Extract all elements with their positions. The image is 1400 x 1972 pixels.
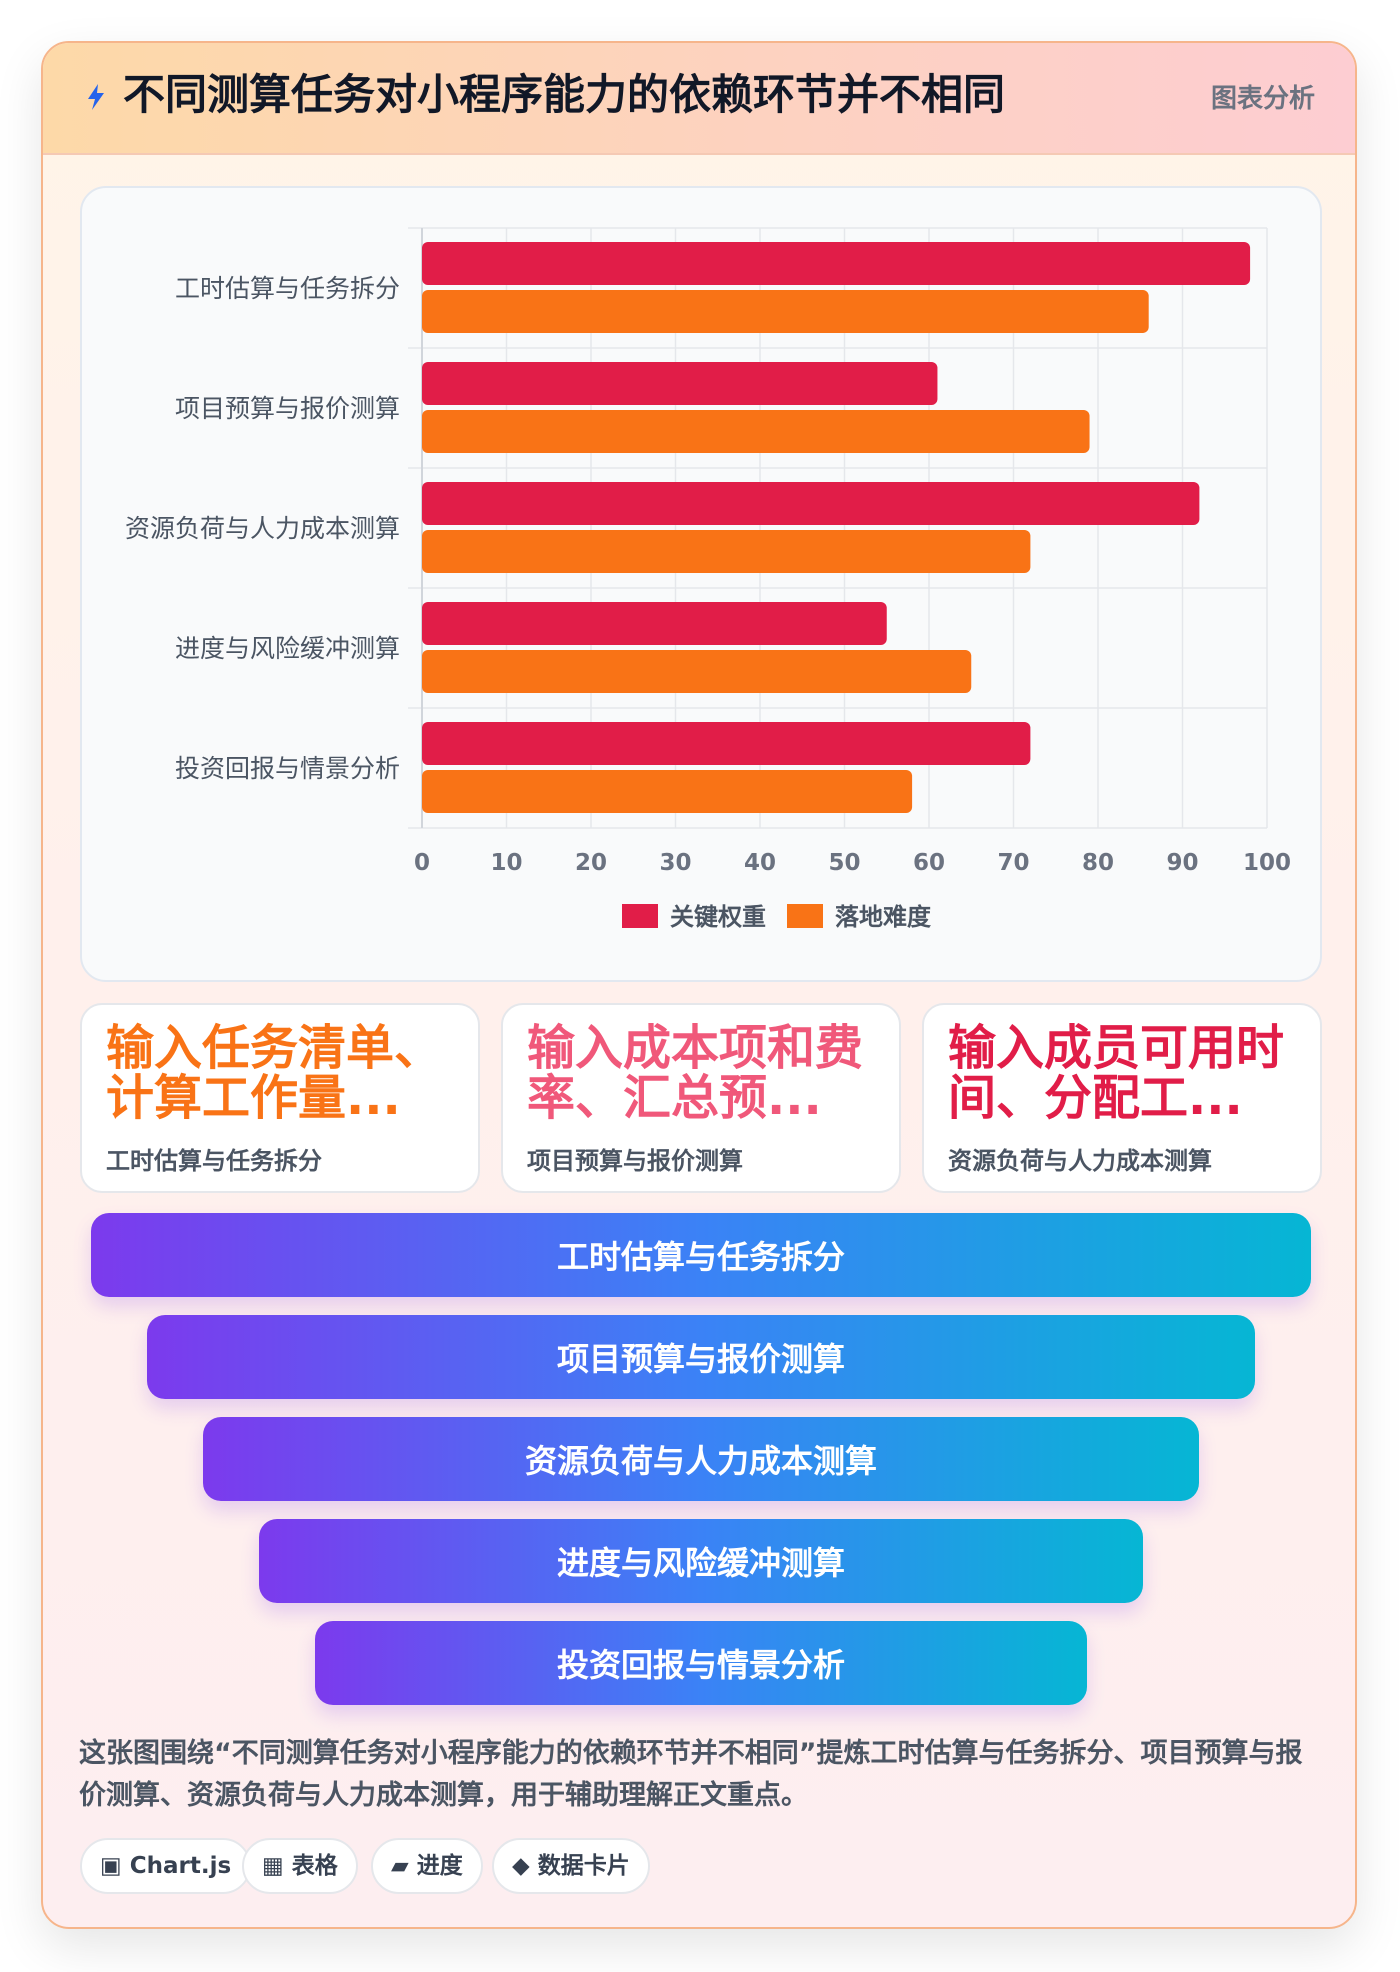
bar-difficulty — [422, 530, 1031, 573]
funnel-label: 进度与风险缓冲测算 — [556, 1544, 845, 1582]
y-category-label: 项目预算与报价测算 — [175, 394, 400, 423]
funnel-label: 投资回报与情景分析 — [556, 1646, 845, 1684]
chip-chartjs[interactable]: ▣ Chart.js — [80, 1838, 252, 1894]
bar-key-weight — [422, 602, 887, 645]
bar-key-weight — [422, 242, 1251, 285]
y-category-label: 工时估算与任务拆分 — [175, 274, 400, 303]
x-tick-label: 0 — [414, 850, 430, 876]
x-tick-label: 10 — [490, 850, 522, 876]
stat-card-3: 输入成员可用时间、分配工... 资源负荷与人力成本测算 — [922, 1003, 1322, 1193]
funnel-label: 项目预算与报价测算 — [556, 1340, 845, 1378]
bar-key-weight — [422, 482, 1200, 525]
chart-tag: 图表分析 — [1210, 84, 1315, 114]
bar-difficulty — [422, 290, 1149, 333]
x-tick-label: 90 — [1166, 850, 1198, 876]
x-tick-label: 100 — [1243, 850, 1291, 876]
legend-swatch — [622, 904, 658, 928]
infographic-card: 不同测算任务对小程序能力的依赖环节并不相同 图表分析 0 10 20 30 40 50 60… — [41, 41, 1357, 1929]
page-title: 不同测算任务对小程序能力的依赖环节并不相同 — [123, 70, 1006, 119]
bar-key-weight — [422, 362, 938, 405]
x-tick-label: 20 — [575, 850, 607, 876]
y-category-label: 资源负荷与人力成本测算 — [125, 514, 400, 543]
x-tick-label: 60 — [913, 850, 945, 876]
legend-label: 关键权重 — [670, 903, 766, 931]
card-header: 不同测算任务对小程序能力的依赖环节并不相同 图表分析 — [43, 43, 1355, 155]
bar-chart: 0 10 20 30 40 50 60 70 80 90 100 工时估算与任务拆分项目预算与报价测算… — [125, 227, 1291, 931]
funnel-bar-4: 进度与风险缓冲测算 — [259, 1519, 1143, 1603]
funnel-bar-5: 投资回报与情景分析 — [315, 1621, 1087, 1705]
x-tick-label: 50 — [828, 850, 860, 876]
legend-label: 落地难度 — [835, 903, 932, 931]
funnel-bar-1: 工时估算与任务拆分 — [91, 1213, 1311, 1297]
x-tick-label: 70 — [997, 850, 1029, 876]
y-category-label: 进度与风险缓冲测算 — [175, 634, 400, 663]
funnel-label: 工时估算与任务拆分 — [556, 1238, 845, 1276]
funnel-label: 资源负荷与人力成本测算 — [524, 1442, 877, 1480]
stat-label: 项目预算与报价测算 — [527, 1147, 743, 1175]
legend-swatch — [787, 904, 823, 928]
stat-label: 工时估算与任务拆分 — [106, 1147, 322, 1175]
stat-value: 输入成本项和费率、汇总预... — [527, 1020, 864, 1126]
bar-difficulty — [422, 650, 972, 693]
chip-table[interactable]: ▦ 表格 — [242, 1838, 358, 1894]
x-tick-label: 40 — [744, 850, 776, 876]
stat-value: 输入任务清单、计算工作量... — [106, 1020, 443, 1126]
x-tick-label: 30 — [659, 850, 691, 876]
lightning-icon — [88, 84, 104, 110]
chip-data-card[interactable]: ◆ 数据卡片 — [492, 1838, 650, 1894]
stat-card-1: 输入任务清单、计算工作量... 工时估算与任务拆分 — [80, 1003, 480, 1193]
description-text: 这张图围绕“不同测算任务对小程序能力的依赖环节并不相同”提炼工时估算与任务拆分、… — [79, 1738, 1303, 1811]
stat-value: 输入成员可用时间、分配工... — [948, 1020, 1285, 1126]
funnel-bar-3: 资源负荷与人力成本测算 — [203, 1417, 1199, 1501]
y-category-label: 投资回报与情景分析 — [175, 754, 400, 783]
funnel-bar-2: 项目预算与报价测算 — [147, 1315, 1255, 1399]
bar-key-weight — [422, 722, 1031, 765]
x-tick-label: 80 — [1082, 850, 1114, 876]
chip-progress[interactable]: ▰ 进度 — [371, 1838, 483, 1894]
stat-card-2: 输入成本项和费率、汇总预... 项目预算与报价测算 — [501, 1003, 901, 1193]
stat-label: 资源负荷与人力成本测算 — [948, 1147, 1212, 1175]
chart-panel: 0 10 20 30 40 50 60 70 80 90 100 工时估算与任务拆分 项目预算与报价测算… — [80, 186, 1322, 982]
bar-difficulty — [422, 770, 913, 813]
bar-difficulty — [422, 410, 1090, 453]
